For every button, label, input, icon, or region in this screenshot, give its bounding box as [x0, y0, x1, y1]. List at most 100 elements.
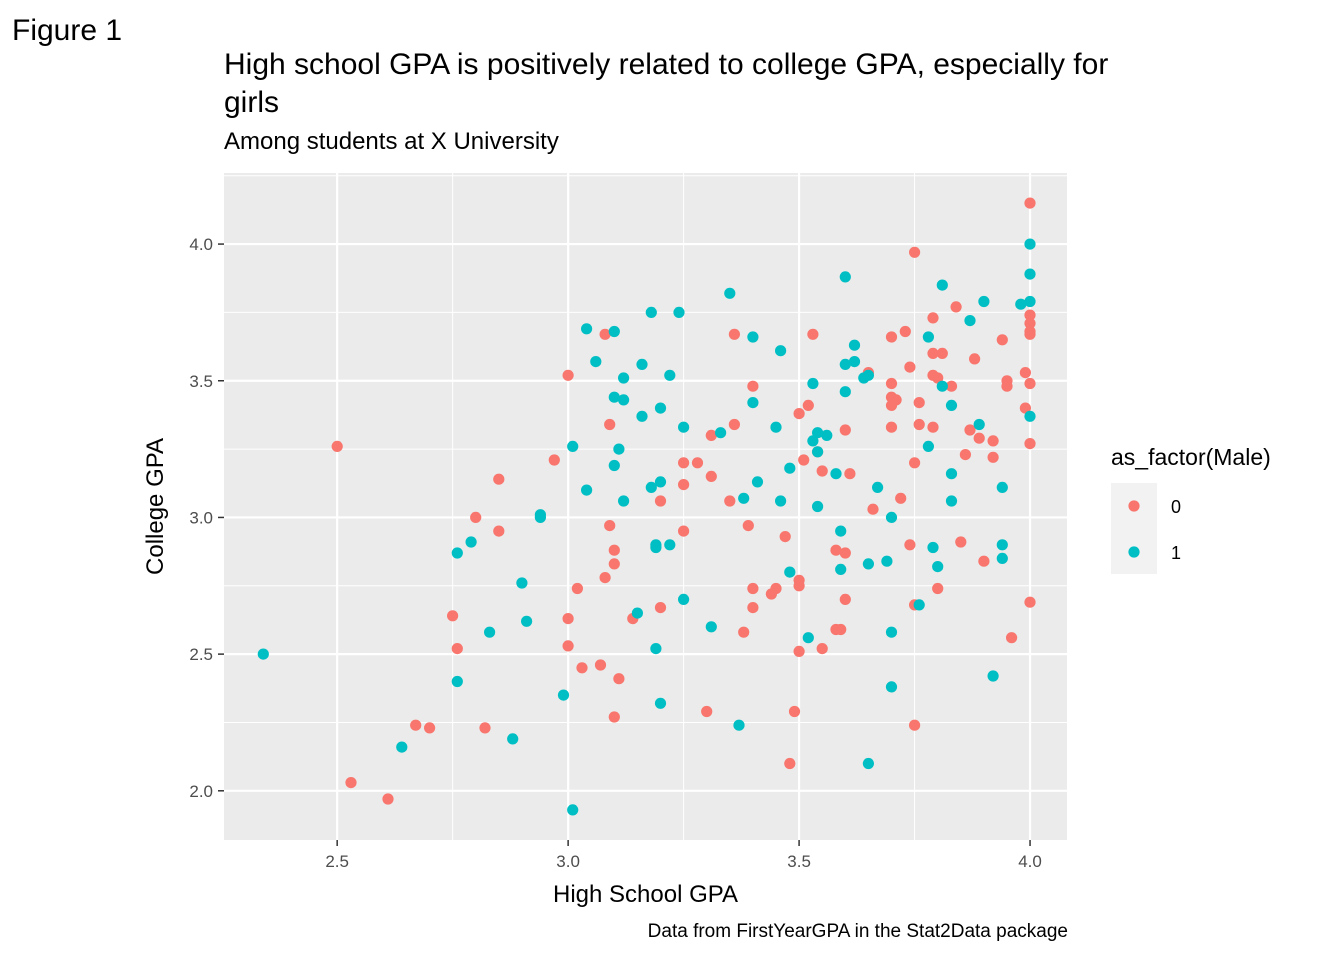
data-point-group-0 — [909, 246, 921, 258]
y-tick-label: 3.5 — [189, 372, 213, 391]
data-point-group-1 — [839, 271, 851, 283]
data-point-group-0 — [608, 558, 620, 570]
data-point-group-1 — [751, 476, 764, 488]
data-point-group-0 — [747, 380, 759, 392]
data-point-group-0 — [451, 643, 463, 655]
data-point-group-0 — [410, 719, 422, 731]
data-point-group-1 — [581, 484, 593, 496]
data-point-group-1 — [608, 325, 620, 338]
data-point-group-0 — [996, 334, 1008, 346]
data-point-group-0 — [955, 536, 967, 548]
data-point-group-1 — [1024, 295, 1036, 308]
data-point-group-0 — [1024, 317, 1036, 329]
data-point-group-1 — [451, 547, 463, 559]
data-point-group-0 — [747, 582, 759, 595]
data-point-group-0 — [913, 418, 925, 431]
data-point-group-0 — [562, 613, 574, 625]
data-point-group-0 — [571, 582, 584, 595]
data-point-group-0 — [1024, 377, 1036, 390]
data-point-group-1 — [913, 599, 925, 611]
plot-panel — [224, 173, 1067, 840]
data-point-group-1 — [839, 386, 851, 398]
data-point-group-0 — [844, 468, 856, 480]
data-point-group-1 — [881, 555, 893, 567]
data-point-group-0 — [678, 457, 690, 469]
data-point-group-1 — [608, 391, 620, 403]
y-tick-label: 3.0 — [189, 508, 213, 527]
data-point-group-0 — [885, 331, 898, 343]
data-point-group-0 — [562, 369, 574, 381]
data-point-group-1 — [936, 380, 948, 392]
data-point-group-0 — [969, 353, 981, 365]
data-point-group-0 — [1024, 328, 1036, 340]
data-point-group-0 — [793, 580, 805, 592]
y-axis-title: College GPA — [142, 438, 169, 575]
data-point-group-1 — [521, 615, 533, 627]
data-point-group-1 — [678, 421, 690, 433]
data-point-group-0 — [599, 572, 611, 584]
data-point-group-0 — [830, 544, 842, 556]
data-point-group-0 — [802, 399, 814, 411]
data-point-group-0 — [904, 539, 916, 551]
data-point-group-0 — [927, 421, 939, 433]
data-point-group-1 — [1024, 238, 1036, 250]
data-point-group-0 — [945, 380, 958, 392]
legend-key-1 — [1128, 546, 1140, 558]
data-point-group-0 — [654, 495, 667, 507]
data-point-group-0 — [691, 457, 704, 469]
data-point-group-0 — [867, 503, 879, 515]
data-point-group-0 — [493, 525, 505, 537]
data-point-group-1 — [618, 394, 630, 406]
data-point-group-1 — [664, 539, 676, 551]
data-point-group-1 — [654, 697, 667, 709]
data-point-group-0 — [885, 421, 898, 433]
data-point-group-1 — [654, 476, 667, 488]
data-point-group-0 — [1024, 197, 1036, 209]
data-point-group-0 — [835, 623, 847, 636]
data-point-group-1 — [784, 462, 796, 474]
data-point-group-1 — [567, 440, 579, 452]
data-point-group-1 — [747, 331, 759, 343]
data-point-group-1 — [534, 511, 547, 523]
data-point-group-1 — [581, 323, 593, 335]
data-point-group-1 — [678, 593, 690, 606]
data-point-group-0 — [576, 662, 588, 674]
data-point-group-1 — [821, 429, 833, 441]
data-point-group-1 — [927, 541, 939, 554]
data-point-group-0 — [424, 722, 436, 734]
data-point-group-0 — [331, 440, 343, 452]
points-layer — [257, 197, 1036, 816]
data-point-group-0 — [1019, 402, 1031, 414]
grid-major — [224, 173, 1067, 840]
data-point-group-0 — [798, 454, 810, 466]
data-point-group-0 — [927, 312, 939, 324]
data-point-group-1 — [945, 468, 958, 480]
data-point-group-1 — [996, 481, 1008, 493]
data-point-group-1 — [618, 372, 630, 384]
data-point-group-0 — [470, 511, 482, 523]
data-point-group-1 — [862, 757, 875, 770]
x-tick-label: 3.5 — [787, 852, 811, 871]
data-point-group-1 — [973, 418, 985, 431]
data-point-group-1 — [465, 536, 477, 548]
data-point-group-1 — [996, 552, 1008, 565]
data-point-group-0 — [839, 424, 851, 436]
data-point-group-0 — [788, 705, 801, 718]
data-point-group-0 — [959, 449, 972, 461]
data-point-group-0 — [1019, 367, 1031, 379]
data-point-group-0 — [793, 645, 805, 658]
data-point-group-1 — [1024, 410, 1036, 422]
data-point-group-0 — [724, 495, 736, 507]
data-point-group-1 — [987, 670, 999, 682]
data-point-group-1 — [835, 525, 847, 537]
data-point-group-0 — [987, 451, 999, 463]
data-point-group-0 — [382, 793, 394, 805]
data-point-group-0 — [599, 328, 611, 340]
y-tick-label: 4.0 — [189, 235, 213, 254]
data-point-group-1 — [945, 495, 958, 507]
data-point-group-0 — [479, 722, 491, 734]
data-point-group-1 — [613, 443, 625, 455]
data-point-group-1 — [673, 306, 685, 318]
data-point-group-0 — [738, 626, 750, 638]
data-point-group-0 — [728, 328, 741, 340]
